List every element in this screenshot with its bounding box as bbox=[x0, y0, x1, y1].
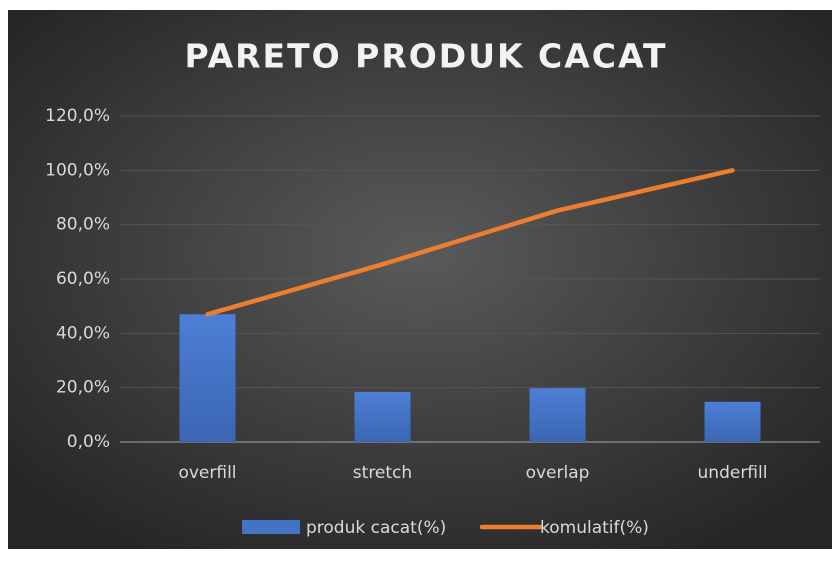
x-tick-label: stretch bbox=[353, 463, 412, 483]
y-tick-label: 60,0% bbox=[56, 269, 110, 289]
chart-title: PARETO PRODUK CACAT bbox=[184, 37, 667, 76]
y-tick-label: 120,0% bbox=[45, 106, 110, 126]
legend-swatch bbox=[242, 520, 300, 534]
y-tick-label: 0,0% bbox=[67, 432, 110, 452]
bar bbox=[179, 314, 236, 442]
x-tick-label: underfill bbox=[698, 463, 768, 483]
y-tick-label: 20,0% bbox=[56, 378, 110, 398]
x-tick-label: overfill bbox=[178, 463, 236, 483]
line bbox=[205, 168, 735, 317]
legend-label: produk cacat(%) bbox=[306, 518, 446, 538]
legend-label: komulatif(%) bbox=[540, 518, 649, 538]
y-tick-label: 100,0% bbox=[45, 160, 110, 180]
bar bbox=[529, 388, 586, 442]
y-tick-label: 40,0% bbox=[56, 323, 110, 343]
y-tick-label: 80,0% bbox=[56, 215, 110, 235]
bar bbox=[704, 401, 761, 442]
bar bbox=[354, 392, 411, 442]
x-tick-label: overlap bbox=[526, 463, 590, 483]
